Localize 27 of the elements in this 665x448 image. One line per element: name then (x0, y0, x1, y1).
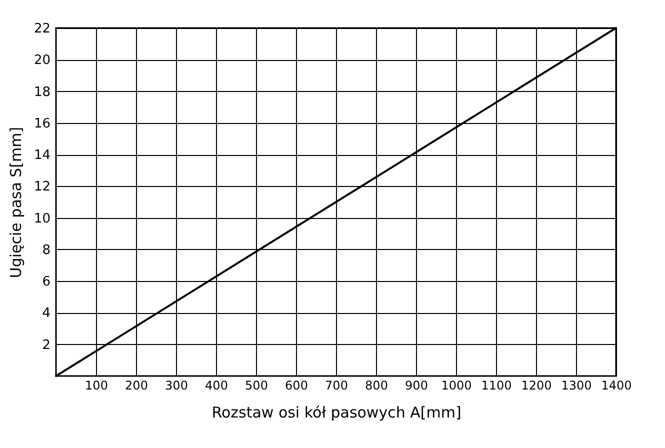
x-tick-label: 1100 (481, 378, 512, 392)
y-tick-label: 6 (42, 274, 50, 290)
x-tick-label: 1000 (441, 378, 472, 392)
x-tick-label: 600 (285, 378, 308, 392)
y-tick-label: 10 (34, 211, 50, 226)
x-tick-label: 700 (325, 378, 348, 392)
x-tick-label: 200 (125, 378, 148, 392)
x-tick-label: 300 (165, 378, 188, 392)
y-tick-label: 16 (34, 116, 50, 132)
y-tick-label: 18 (34, 84, 50, 100)
x-tick-label: 100 (85, 378, 108, 392)
y-tick-label: 2 (42, 338, 50, 353)
y-tick-label: 4 (42, 306, 50, 322)
x-axis-title: Rozstaw osi kół pasowych A[mm] (212, 404, 462, 422)
x-tick-label: 800 (365, 378, 388, 392)
y-tick-label: 8 (42, 242, 50, 258)
x-tick-label: 900 (405, 378, 428, 392)
x-tick-label: 400 (205, 378, 228, 392)
x-tick-label: 1200 (521, 378, 552, 392)
x-tick-label: 1300 (561, 378, 592, 392)
y-tick-label: 20 (34, 53, 50, 68)
y-tick-label: 22 (34, 22, 50, 36)
x-tick-label: 500 (245, 378, 268, 392)
y-tick-label: 14 (34, 148, 50, 164)
y-tick-label: 12 (34, 180, 50, 195)
y-axis-title: Ugięcie pasa S[mm] (6, 126, 25, 278)
x-tick-label: 1400 (601, 378, 632, 392)
